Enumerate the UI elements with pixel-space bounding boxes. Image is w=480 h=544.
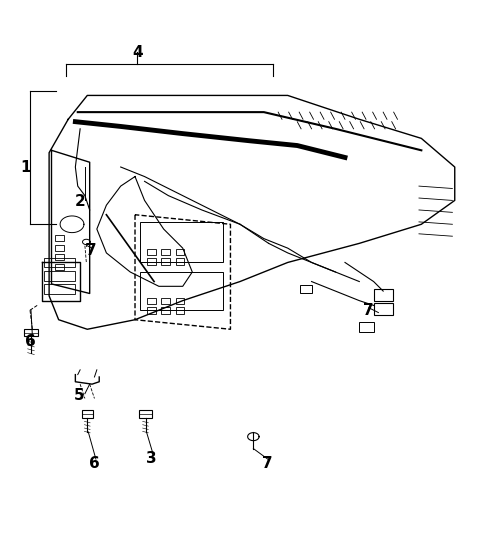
Bar xyxy=(147,307,156,314)
Text: 7: 7 xyxy=(86,243,96,258)
Bar xyxy=(82,410,94,418)
Bar xyxy=(176,258,184,265)
Bar xyxy=(147,298,156,305)
Bar xyxy=(55,255,64,260)
Bar xyxy=(55,245,64,251)
Bar xyxy=(55,264,64,270)
Text: 2: 2 xyxy=(75,194,85,209)
Text: 7: 7 xyxy=(263,456,273,471)
Bar xyxy=(161,307,170,314)
Bar xyxy=(147,249,156,255)
Bar xyxy=(161,298,170,305)
Text: 4: 4 xyxy=(132,45,143,60)
Text: 7: 7 xyxy=(362,302,373,318)
Bar xyxy=(360,322,373,332)
Bar xyxy=(24,329,37,336)
Text: 6: 6 xyxy=(24,333,36,349)
Text: 5: 5 xyxy=(73,388,84,403)
Bar xyxy=(44,271,75,281)
Bar xyxy=(44,258,75,267)
Bar xyxy=(373,303,393,315)
Bar xyxy=(44,285,75,294)
Text: 6: 6 xyxy=(89,456,100,471)
Bar xyxy=(139,410,152,418)
Bar xyxy=(176,307,184,314)
Bar xyxy=(140,272,223,310)
Bar xyxy=(55,235,64,241)
Bar xyxy=(161,249,170,255)
Text: 3: 3 xyxy=(146,450,157,466)
Bar xyxy=(176,249,184,255)
Bar xyxy=(300,285,312,293)
Bar xyxy=(147,258,156,265)
Bar xyxy=(140,222,223,262)
Bar xyxy=(176,298,184,305)
Text: 1: 1 xyxy=(20,159,31,175)
Bar xyxy=(373,289,393,301)
Bar xyxy=(161,258,170,265)
